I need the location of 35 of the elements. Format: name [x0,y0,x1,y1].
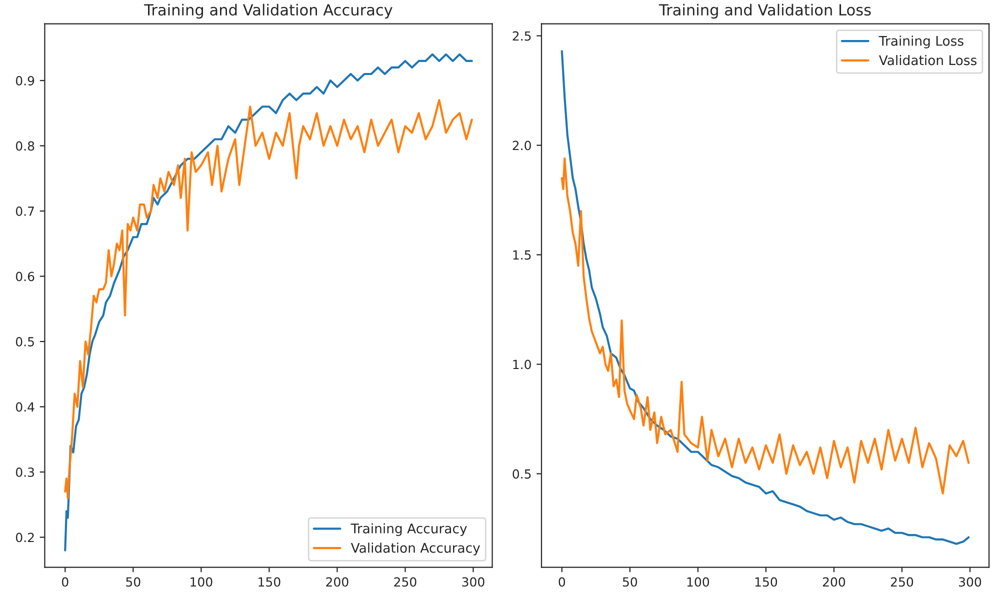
x-tick-label: 200 [326,577,348,587]
y-tick-label: 0.6 [16,272,34,282]
x-tick-label: 100 [687,577,710,587]
legend-label: Validation Loss [878,55,977,66]
legend-label: Training Loss [878,36,964,48]
line-series [560,157,970,495]
y-tick-label: 0.5 [16,336,34,346]
x-tick-label: 250 [394,577,416,587]
x-tick-label: 50 [126,577,140,587]
x-tick-label: 300 [462,577,484,587]
y-tick-label: 1.5 [513,250,531,260]
x-tick-label: 200 [822,577,846,587]
y-tick-label: 0.4 [16,402,34,412]
y-tick-label: 0.3 [16,467,34,477]
y-tick-label: 0.9 [16,76,34,86]
y-tick-label: 0.7 [16,206,34,216]
x-tick-label: 100 [190,577,212,587]
x-tick-label: 150 [258,577,280,587]
chart-title: Training and Validation Accuracy [144,4,392,19]
x-tick-label: 150 [755,577,778,587]
x-tick-label: 250 [890,577,914,587]
legend-label: Validation Accuracy [350,542,480,556]
x-tick-label: 50 [622,577,638,587]
y-tick-label: 2.5 [512,31,531,41]
x-tick-label: 0 [62,577,68,587]
y-tick-label: 0.2 [16,532,34,542]
x-tick-label: 300 [959,577,982,587]
y-tick-label: 2.0 [512,140,531,150]
line-series [64,99,473,500]
y-tick-label: 1.0 [513,360,531,370]
legend-label: Training Accuracy [350,523,467,536]
chart-title: Training and Validation Loss [658,4,871,19]
x-tick-label: 0 [558,577,566,587]
y-tick-label: 0.8 [16,141,34,151]
y-tick-label: 0.5 [512,469,531,479]
